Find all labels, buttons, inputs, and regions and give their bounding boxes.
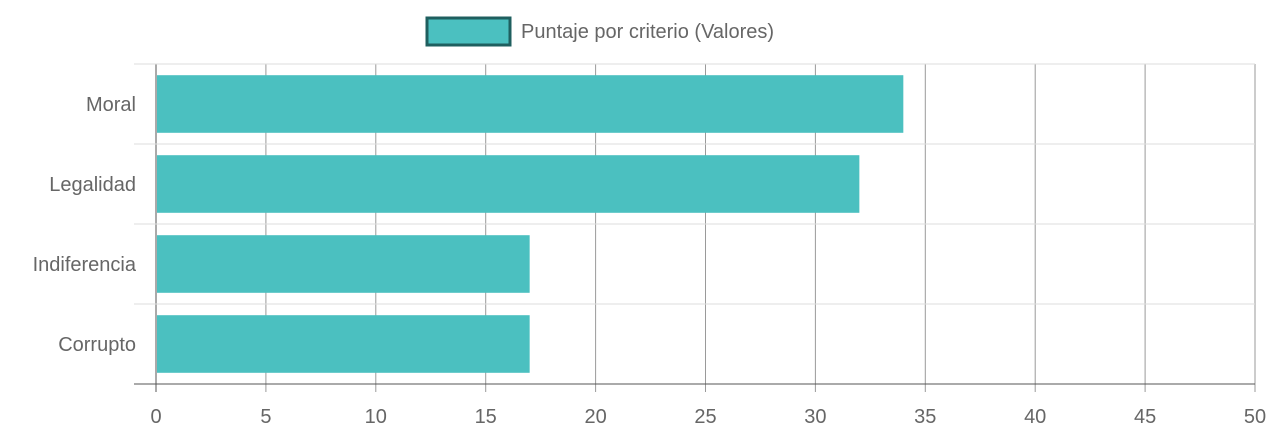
- y-tick-label: Indiferencia: [33, 254, 137, 276]
- legend-label: Puntaje por criterio (Valores): [521, 21, 774, 43]
- bar-indiferencia[interactable]: [157, 235, 530, 293]
- chart-bars: [157, 75, 904, 373]
- x-tick-label: 30: [804, 406, 826, 428]
- y-tick-label: Legalidad: [49, 174, 136, 196]
- x-tick-label: 45: [1134, 406, 1156, 428]
- x-tick-label: 15: [475, 406, 497, 428]
- x-axis-labels: 0 5 10 15 20 25 30 35 40 45 50: [150, 406, 1266, 428]
- bar-moral[interactable]: [157, 75, 904, 133]
- x-tick-label: 35: [914, 406, 936, 428]
- x-tick-label: 20: [584, 406, 606, 428]
- y-tick-label: Corrupto: [58, 334, 136, 356]
- x-tick-label: 25: [694, 406, 716, 428]
- y-axis-labels: Moral Legalidad Indiferencia Corrupto: [33, 94, 137, 356]
- chart-legend[interactable]: Puntaje por criterio (Valores): [425, 16, 774, 47]
- bar-corrupto[interactable]: [157, 315, 530, 373]
- x-tick-label: 40: [1024, 406, 1046, 428]
- x-tick-label: 50: [1244, 406, 1266, 428]
- x-tick-label: 5: [260, 406, 271, 428]
- y-tick-label: Moral: [86, 94, 136, 116]
- x-tick-label: 0: [150, 406, 161, 428]
- x-tick-label: 10: [365, 406, 387, 428]
- bar-legalidad[interactable]: [157, 155, 860, 213]
- legend-swatch: [425, 16, 512, 47]
